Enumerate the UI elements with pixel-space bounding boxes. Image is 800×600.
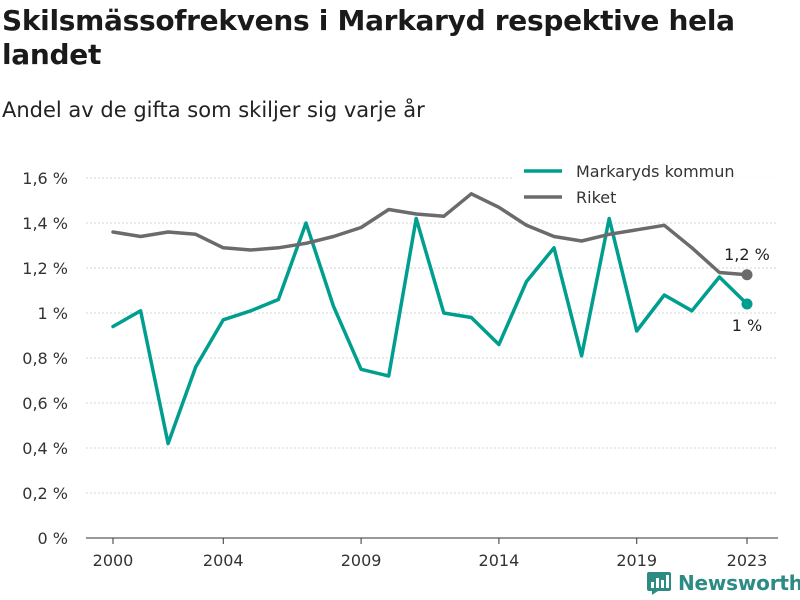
legend-label: Markaryds kommun [576,162,735,181]
legend-label: Riket [576,188,616,207]
end-value-label: 1 % [732,316,762,335]
end-labels: 1 % 1,2 % [724,245,770,335]
y-tick-label: 1,2 % [22,259,68,278]
legend-background [512,154,778,212]
y-tick-label: 0 % [38,529,68,548]
series-end-point [741,269,753,281]
series-line-markaryd [111,216,749,446]
chart-title: Skilsmässofrekvens i Markaryd respektive… [2,4,735,71]
x-tick-label: 2009 [341,551,382,570]
y-tick-label: 1,4 % [22,214,68,233]
series [111,192,753,446]
x-tick-label: 2023 [727,551,768,570]
y-tick-label: 0,6 % [22,394,68,413]
series-line-riket [111,192,749,277]
axes: 0 % 0,2 % 0,4 % 0,6 % 0,8 % 1 % 1,2 % 1,4 % 1,6 … [22,169,767,570]
chart-subtitle: Andel av de gifta som skiljer sig varje … [2,98,425,122]
end-value-label: 1,2 % [724,245,770,264]
brand-name: Newsworthy [678,571,800,595]
legend: Markaryds kommun Riket [512,154,778,212]
x-tick-label: 2000 [93,551,134,570]
series-end-point [741,298,753,310]
y-tick-label: 1 % [38,304,68,323]
x-tick-label: 2019 [616,551,657,570]
x-tick-label: 2004 [203,551,244,570]
x-tick-label: 2014 [479,551,520,570]
newsworthy-logo-icon [647,572,671,595]
y-tick-label: 1,6 % [22,169,68,188]
y-tick-label: 0,8 % [22,349,68,368]
brand-logo: Newsworthy [646,568,800,598]
y-tick-label: 0,4 % [22,439,68,458]
y-tick-label: 0,2 % [22,484,68,503]
